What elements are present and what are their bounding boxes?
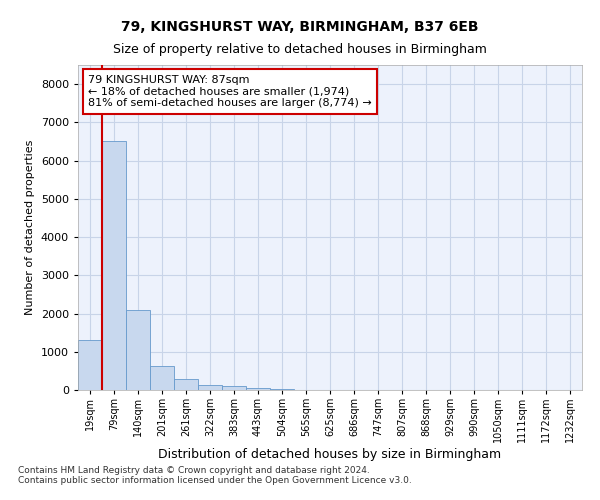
Bar xyxy=(126,310,150,390)
Bar xyxy=(150,366,174,390)
Text: 79, KINGSHURST WAY, BIRMINGHAM, B37 6EB: 79, KINGSHURST WAY, BIRMINGHAM, B37 6EB xyxy=(121,20,479,34)
X-axis label: Distribution of detached houses by size in Birmingham: Distribution of detached houses by size … xyxy=(158,448,502,461)
Bar xyxy=(270,389,294,390)
Text: Size of property relative to detached houses in Birmingham: Size of property relative to detached ho… xyxy=(113,42,487,56)
Y-axis label: Number of detached properties: Number of detached properties xyxy=(25,140,35,315)
Text: Contains public sector information licensed under the Open Government Licence v3: Contains public sector information licen… xyxy=(18,476,412,485)
Bar xyxy=(174,380,198,390)
Bar xyxy=(246,388,270,390)
Bar xyxy=(102,142,126,390)
Text: Contains HM Land Registry data © Crown copyright and database right 2024.: Contains HM Land Registry data © Crown c… xyxy=(18,466,370,475)
Bar xyxy=(78,340,102,390)
Bar xyxy=(198,385,222,390)
Text: 79 KINGSHURST WAY: 87sqm
← 18% of detached houses are smaller (1,974)
81% of sem: 79 KINGSHURST WAY: 87sqm ← 18% of detach… xyxy=(88,74,372,108)
Bar xyxy=(222,386,246,390)
